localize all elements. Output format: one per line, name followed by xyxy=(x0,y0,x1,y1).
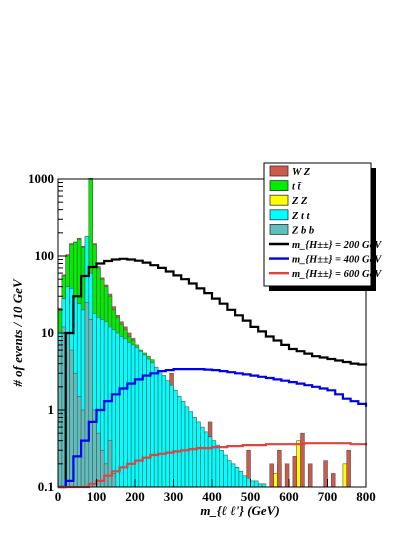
series-line xyxy=(58,442,368,489)
bar xyxy=(138,350,144,488)
x-tick-label: 100 xyxy=(87,489,107,504)
bar xyxy=(196,421,201,488)
bar xyxy=(180,400,186,488)
bar xyxy=(157,370,163,488)
bar xyxy=(200,426,205,488)
bar xyxy=(88,319,93,488)
bar xyxy=(246,477,251,488)
bar xyxy=(296,440,301,488)
y-tick-label: 0.1 xyxy=(38,479,54,494)
bar xyxy=(161,375,167,488)
bar xyxy=(146,358,151,488)
y-tick-label: 1000 xyxy=(28,171,54,186)
bar xyxy=(227,460,232,488)
bar xyxy=(331,473,336,488)
bar xyxy=(119,336,124,488)
bar xyxy=(184,406,190,488)
legend-swatch xyxy=(269,180,289,192)
x-tick-label: 600 xyxy=(279,489,299,504)
bar xyxy=(277,449,282,488)
bar xyxy=(223,454,228,488)
bar xyxy=(177,396,182,488)
x-tick-label: 300 xyxy=(164,489,184,504)
bar xyxy=(130,344,136,488)
bar xyxy=(269,463,274,488)
signal-lines xyxy=(58,257,368,489)
legend-swatch xyxy=(269,209,289,221)
bar xyxy=(96,432,101,488)
bar xyxy=(165,380,170,488)
bar xyxy=(254,480,259,488)
legend-swatch xyxy=(269,194,289,206)
legend: W Z t t̄ Z Z Z t t Z b b m_{H±±} = 200 GeV m_{… xyxy=(263,162,382,291)
legend-swatch xyxy=(269,165,289,177)
bar xyxy=(219,449,224,488)
bar xyxy=(342,463,348,488)
bar xyxy=(307,463,313,488)
bar xyxy=(234,467,240,488)
legend-label: Z b b xyxy=(291,225,314,236)
bar xyxy=(153,366,159,488)
bar xyxy=(250,480,255,488)
bar xyxy=(204,431,209,488)
legend-label: m_{H±±} = 400 GeV xyxy=(292,255,382,266)
bar xyxy=(323,460,328,488)
bar xyxy=(207,436,213,488)
x-tick-label: 0 xyxy=(55,489,62,504)
legend-swatch xyxy=(269,223,289,235)
x-tick-label: 500 xyxy=(241,489,261,504)
x-tick-label: 400 xyxy=(202,489,222,504)
x-axis-title: m_{ℓ ℓ'} (GeV) xyxy=(200,503,279,518)
bar xyxy=(134,347,140,488)
bar xyxy=(84,302,90,488)
bar xyxy=(192,417,197,488)
bar xyxy=(238,470,244,488)
series-line xyxy=(58,368,368,489)
y-tick-label: 1 xyxy=(48,402,55,417)
legend-label: m_{H±±} = 200 GeV xyxy=(292,240,382,251)
bar xyxy=(173,390,178,488)
bar xyxy=(230,463,236,488)
bar xyxy=(242,475,247,488)
axes: 0 100 200 300 400 500 600 700 800 0.1 1 10 100 1000 xyxy=(28,171,376,504)
bar xyxy=(300,432,305,488)
bar xyxy=(284,463,290,488)
bar xyxy=(346,449,351,488)
bar xyxy=(215,444,221,488)
bar xyxy=(169,384,174,488)
bar xyxy=(273,473,278,488)
legend-label: Z t t xyxy=(291,211,311,222)
legend-label: Z Z xyxy=(291,196,308,207)
bar xyxy=(292,456,298,488)
x-tick-label: 200 xyxy=(125,489,145,504)
y-axis-title: # of events / 10 GeV xyxy=(10,278,25,388)
y-tick-label: 100 xyxy=(35,248,55,263)
x-tick-label: 800 xyxy=(356,489,376,504)
bar xyxy=(150,362,155,488)
legend-label: t t̄ xyxy=(292,182,302,193)
legend-label: m_{H±±} = 600 GeV xyxy=(292,269,382,280)
bar xyxy=(111,329,117,488)
legend-label: W Z xyxy=(292,167,311,178)
bar xyxy=(115,332,120,488)
stacked-fills xyxy=(57,178,351,488)
bar xyxy=(107,440,113,488)
x-tick-label: 700 xyxy=(318,489,338,504)
series-line xyxy=(58,257,368,489)
y-tick-label: 10 xyxy=(41,325,54,340)
